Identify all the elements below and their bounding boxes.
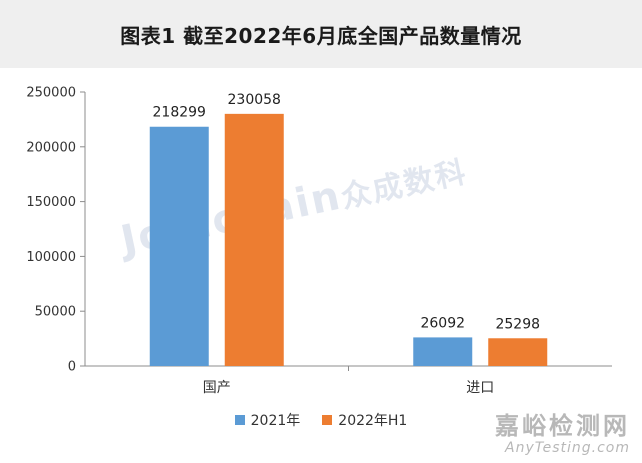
- legend-item-2022h1: 2022年H1: [322, 410, 407, 430]
- y-tick-label: 50000: [35, 305, 76, 320]
- legend: 2021年 2022年H1: [0, 410, 642, 430]
- y-tick-label: 200000: [26, 140, 76, 155]
- data-label: 230058: [228, 92, 281, 108]
- x-category-label: 国产: [203, 380, 231, 396]
- bar: [224, 113, 284, 366]
- y-tick-label: 100000: [26, 250, 76, 265]
- data-label: 25298: [495, 316, 540, 332]
- data-label: 26092: [420, 315, 465, 331]
- legend-swatch-2022h1: [322, 415, 333, 425]
- chart-title: 图表1 截至2022年6月底全国产品数量情况: [120, 23, 522, 48]
- bar: [413, 337, 473, 366]
- y-tick-label: 150000: [26, 195, 76, 210]
- bar: [488, 338, 548, 366]
- bar-chart: 0 50000 100000 150000 200000 250000 218299 2300…: [26, 86, 612, 396]
- legend-label-2022h1: 2022年H1: [338, 413, 408, 429]
- corner-brand: 嘉峪检测网 AnyTesting.com: [495, 414, 630, 455]
- legend-label-2021: 2021年: [250, 413, 301, 429]
- legend-item-2021: 2021年: [234, 410, 301, 430]
- y-tick-label: 0: [68, 360, 76, 375]
- corner-brand-main: 嘉峪检测网: [495, 412, 630, 440]
- x-category-label: 进口: [466, 380, 494, 396]
- title-bar: 图表1 截至2022年6月底全国产品数量情况: [0, 0, 642, 68]
- bar: [149, 126, 209, 366]
- data-label: 218299: [153, 105, 206, 121]
- y-tick-label: 250000: [26, 86, 76, 101]
- corner-brand-sub: AnyTesting.com: [505, 440, 630, 456]
- legend-swatch-2021: [234, 415, 245, 425]
